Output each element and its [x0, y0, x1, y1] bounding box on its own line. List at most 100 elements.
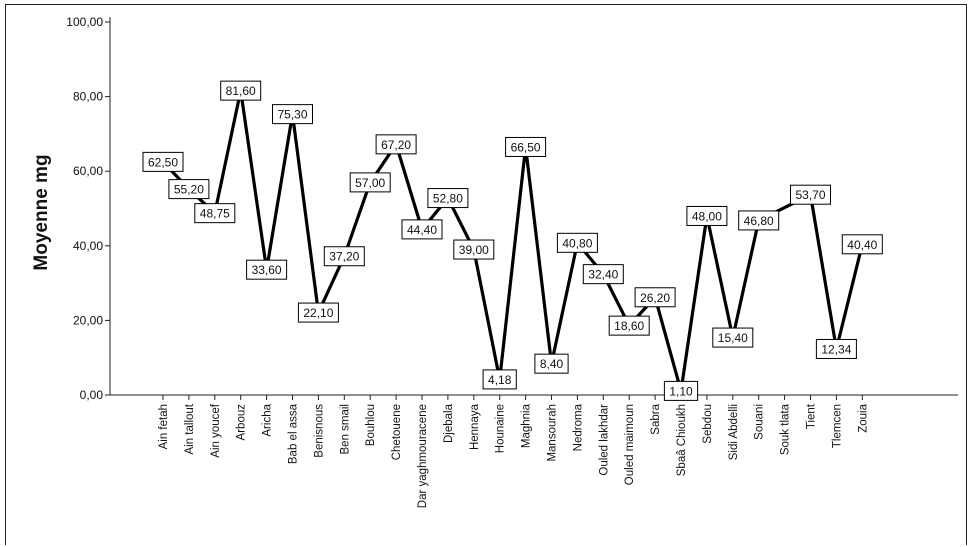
x-tick-label: Arbouz [236, 404, 248, 441]
x-tick-label: Sabra [650, 403, 662, 434]
data-label-box [841, 234, 883, 255]
data-point-label: 4,18 [482, 369, 517, 390]
x-tick-label: Maghnia [521, 403, 533, 448]
data-point-label: 62,50 [142, 151, 184, 172]
data-point-label: 1,10 [663, 380, 699, 401]
data-point-label: 48,00 [686, 205, 728, 226]
x-tick-label: Ain tallout [184, 403, 196, 454]
data-point-label: 37,20 [323, 246, 365, 267]
x-tick-label: Mansourah [547, 404, 559, 462]
data-label-text: 67,20 [381, 138, 411, 152]
data-label-text: 22,10 [303, 306, 333, 320]
x-tick-label: Sidi Abdelli [728, 404, 740, 460]
data-label-box [246, 259, 288, 280]
y-axis-label: Moyenne mg [31, 154, 52, 270]
x-tick-label: Sbaâ Chioukh [676, 404, 688, 476]
data-label-text: 32,40 [588, 268, 618, 282]
data-label-box [323, 246, 365, 267]
x-tick-label: Zouia [857, 403, 869, 432]
data-label-box [194, 203, 236, 224]
series-line [161, 90, 864, 392]
x-tick-label: Souani [754, 404, 766, 440]
data-point-label: 40,80 [556, 232, 598, 253]
data-label-text: 26,20 [640, 291, 670, 305]
data-label-text: 39,00 [459, 243, 489, 257]
x-tick-label: Aricha [262, 403, 274, 436]
data-point-label: 48,75 [194, 203, 236, 224]
data-point-label: 44,40 [401, 219, 443, 240]
data-point-label: 46,80 [738, 210, 780, 231]
data-label-box [220, 80, 262, 101]
data-point-label: 53,70 [790, 184, 831, 205]
x-tick-label: Tient [806, 403, 818, 429]
data-label-text: 62,50 [148, 155, 178, 169]
x-tick-label: Ouled maimoun [624, 404, 636, 485]
data-label-text: 4,18 [488, 373, 512, 387]
data-label-text: 57,00 [355, 176, 385, 190]
data-point-label: 32,40 [582, 264, 624, 285]
data-label-text: 81,60 [226, 84, 256, 98]
data-label-text: 48,75 [200, 207, 230, 221]
data-labels: 62,50 55,20 48,75 81,60 33,60 75,30 22,10 37,20… [142, 80, 883, 401]
data-label-text: 53,70 [795, 188, 825, 202]
y-axis-ticks: 0,00 20,00 40,00 60,00 80,00 100,00 [66, 15, 110, 402]
data-label-text: 55,20 [174, 183, 204, 197]
data-label-box [453, 239, 495, 260]
data-label-box [815, 338, 857, 359]
data-point-label: 12,34 [815, 338, 857, 359]
x-tick-label: Ain fetah [158, 404, 170, 449]
data-label-box [427, 188, 469, 209]
data-point-label: 15,40 [712, 327, 754, 348]
data-label-text: 48,00 [692, 209, 722, 223]
x-tick-label: Souk tlata [780, 403, 792, 455]
data-label-box [634, 287, 676, 308]
data-label-text: 52,80 [433, 192, 463, 206]
data-label-box [790, 184, 831, 205]
x-tick-label: Tlemcen [831, 404, 843, 448]
data-label-text: 66,50 [511, 140, 541, 154]
data-label-text: 8,40 [540, 357, 564, 371]
data-label-text: 12,34 [821, 342, 851, 356]
data-label-box [272, 104, 313, 125]
data-label-box [663, 380, 699, 401]
x-tick-label: Nedroma [572, 403, 584, 451]
data-label-box [375, 134, 417, 155]
x-tick-label: Bouhlou [365, 404, 377, 446]
data-point-label: 55,20 [168, 179, 210, 200]
x-tick-label: Ben smail [339, 404, 351, 455]
y-tick-label: 60,00 [73, 164, 103, 178]
data-label-box [297, 302, 339, 323]
data-point-label: 81,60 [220, 80, 262, 101]
data-label-box [349, 172, 391, 193]
data-label-text: 37,20 [329, 250, 359, 264]
x-axis-ticks: Ain fetah Ain tallout Ain youcef Arbouz Aric… [158, 395, 869, 508]
data-label-text: 40,40 [847, 238, 877, 252]
data-label-box [686, 205, 728, 226]
data-label-text: 44,40 [407, 223, 437, 237]
data-label-text: 40,80 [562, 236, 592, 250]
x-tick-label: Hounaine [495, 404, 507, 453]
data-label-box [556, 232, 598, 253]
data-point-label: 67,20 [375, 134, 417, 155]
data-point-label: 8,40 [534, 353, 569, 374]
data-label-box [505, 136, 547, 157]
y-tick-label: 0,00 [80, 388, 104, 402]
chart-frame [5, 4, 967, 545]
data-label-box [401, 219, 443, 240]
data-point-label: 40,40 [841, 234, 883, 255]
y-tick-label: 40,00 [73, 239, 103, 253]
x-tick-label: Benisnous [313, 404, 325, 458]
data-point-label: 75,30 [272, 104, 313, 125]
x-tick-label: Ouled lakhdar [598, 404, 610, 476]
data-label-text: 15,40 [718, 331, 748, 345]
data-label-text: 33,60 [252, 263, 282, 277]
x-tick-label: Djebala [443, 403, 455, 443]
x-tick-label: Ain youcef [210, 403, 222, 458]
x-tick-label: Sebdou [702, 404, 714, 444]
axes [109, 17, 958, 396]
data-label-text: 1,10 [669, 384, 693, 398]
y-tick-label: 100,00 [66, 15, 103, 29]
data-label-text: 18,60 [614, 319, 644, 333]
data-label-box [482, 369, 517, 390]
